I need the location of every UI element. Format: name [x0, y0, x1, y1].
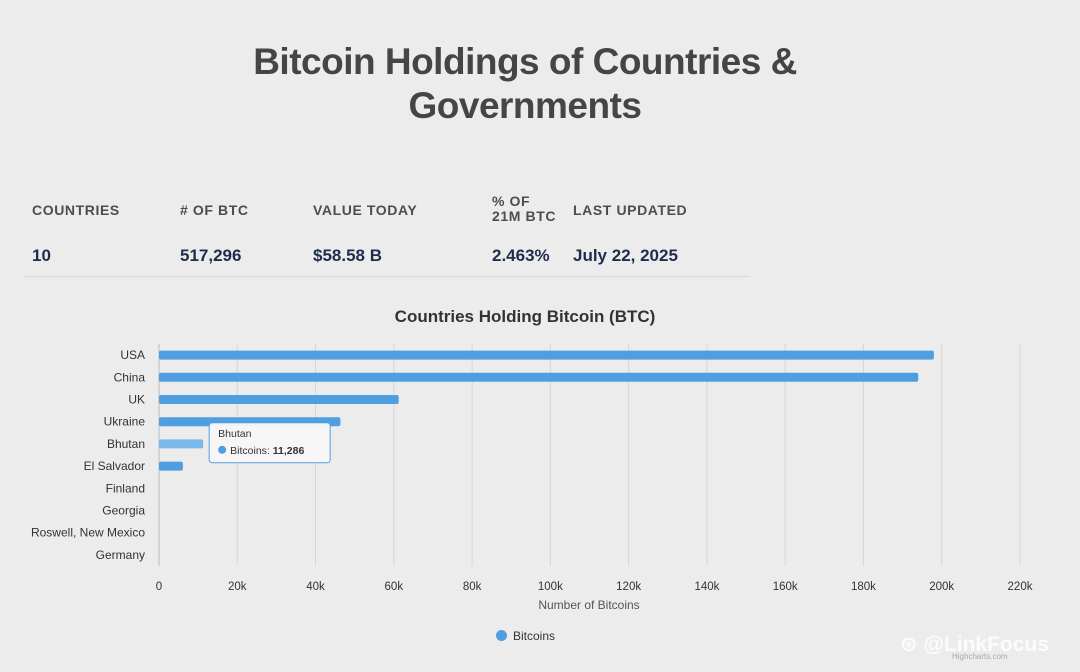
category-label: Roswell, New Mexico: [31, 526, 145, 540]
page-title-line-1: Bitcoin Holdings of Countries &: [253, 41, 797, 82]
stat-label: # OF BTC: [180, 202, 249, 218]
legend-label: Bitcoins: [513, 629, 556, 643]
x-axis-title: Number of Bitcoins: [538, 598, 639, 612]
category-label: Bhutan: [107, 437, 145, 451]
stat-label-line-2: 21M BTC: [492, 208, 557, 224]
stat-value: $58.58 B: [313, 246, 382, 265]
bar[interactable]: [159, 395, 399, 404]
category-label: El Salvador: [84, 459, 145, 473]
tooltip-box: [208, 422, 331, 464]
tooltip-marker: [218, 445, 227, 454]
tooltip-value: Bitcoins: 11,286: [230, 445, 304, 457]
x-tick-label: 220k: [1008, 581, 1033, 593]
stat-label: % OF: [492, 193, 531, 209]
category-label: Ukraine: [104, 415, 146, 429]
x-tick-label: 60k: [385, 581, 404, 593]
bar[interactable]: [159, 372, 919, 382]
category-label: Georgia: [102, 504, 145, 518]
bar[interactable]: [159, 350, 934, 360]
legend-marker: [496, 630, 507, 641]
stat-label: COUNTRIES: [32, 202, 120, 218]
tooltip: Bhutan Bitcoins: 11,286: [208, 422, 331, 464]
x-tick-label: 20k: [228, 581, 247, 593]
stat-countries: COUNTRIES 10: [32, 188, 120, 266]
x-tick-label: 100k: [538, 581, 563, 593]
x-tick-label: 80k: [463, 581, 482, 593]
stat-label: LAST UPDATED: [573, 202, 688, 218]
stat-percent-supply: % OF 21M BTC 2.463%: [492, 188, 557, 266]
category-label: Finland: [106, 481, 145, 495]
stat-value: 517,296: [180, 246, 242, 265]
category-label: USA: [120, 348, 145, 362]
x-tick-label: 160k: [773, 581, 798, 593]
x-tick-label: 0: [156, 581, 162, 593]
stat-value: July 22, 2025: [573, 246, 678, 265]
chart-title: Countries Holding Bitcoin (BTC): [394, 307, 656, 326]
watermark: ⊛ @LinkFocus: [900, 633, 1049, 656]
bar-chart: 0 20k 40k 60k 80k 100k 120k 140k 160k 180k 200k 220…: [31, 344, 1033, 612]
tooltip-value-number: 11,286: [273, 445, 305, 457]
stat-value: 2.463%: [492, 246, 550, 265]
tooltip-title: Bhutan: [218, 428, 251, 440]
category-label: China: [114, 370, 146, 384]
stat-btc-count: # OF BTC 517,296: [180, 188, 249, 266]
stat-label: VALUE TODAY: [313, 202, 418, 218]
x-tick-label: 180k: [851, 581, 876, 593]
tooltip-series-label: Bitcoins:: [230, 445, 273, 457]
bar[interactable]: [159, 461, 183, 471]
x-tick-label: 140k: [694, 581, 719, 593]
page-title-line-2: Governments: [408, 85, 642, 126]
category-label: UK: [128, 393, 145, 407]
legend-item-bitcoins[interactable]: Bitcoins: [496, 629, 555, 643]
stat-last-updated: LAST UPDATED July 22, 2025: [573, 188, 688, 266]
x-tick-label: 120k: [616, 581, 641, 593]
category-label: Germany: [96, 548, 145, 562]
x-tick-label: 40k: [306, 581, 325, 593]
x-tick-label: 200k: [929, 581, 954, 593]
stat-value: 10: [32, 246, 51, 265]
stats-table: COUNTRIES 10 # OF BTC 517,296 VALUE TODA…: [24, 188, 749, 277]
bar[interactable]: [159, 439, 204, 449]
credits-link[interactable]: Highcharts.com: [952, 652, 1008, 661]
page-title: Bitcoin Holdings of Countries & Governme…: [0, 40, 1050, 128]
stat-value-today: VALUE TODAY $58.58 B: [313, 188, 418, 266]
